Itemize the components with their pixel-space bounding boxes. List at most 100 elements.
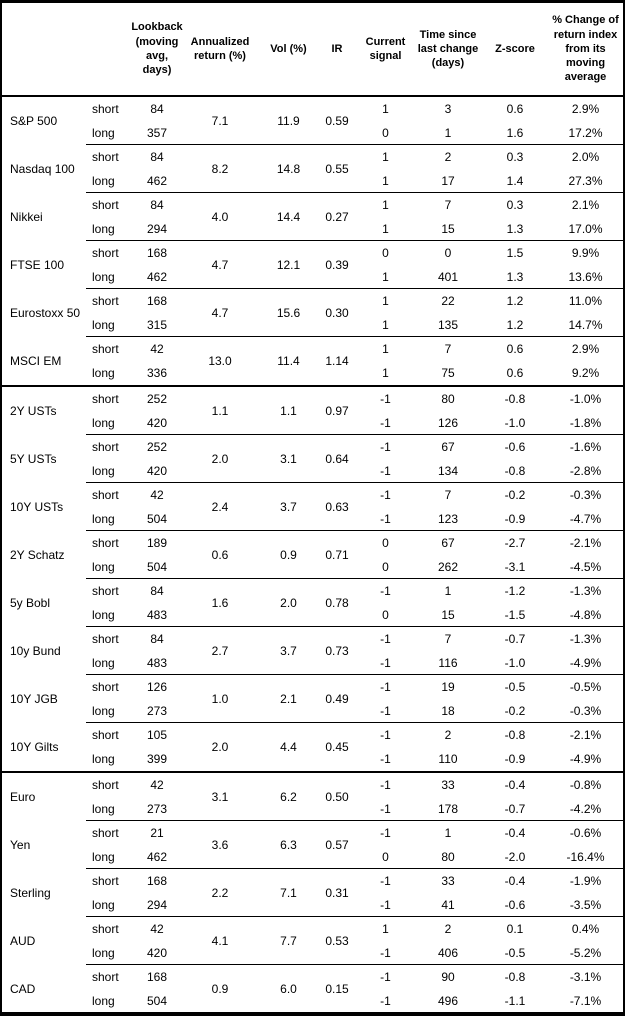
ir-value: 0.53: [325, 934, 349, 948]
time-since-value: 126: [437, 416, 459, 430]
asset-group: 10Y USTs 2.4 3.7 0.63 short 42 -1 7 -0.2 -0.3% lon…: [2, 483, 623, 531]
ir-value: 0.64: [325, 452, 349, 466]
vol-value: 12.1: [276, 258, 301, 272]
z-score-value: -0.4: [504, 778, 526, 792]
horizon-label: long: [92, 512, 115, 526]
horizon-label: long: [92, 416, 115, 430]
lookback-value: 252: [146, 392, 168, 406]
vol-value: 11.4: [277, 354, 300, 368]
pct-change-value: -3.1%: [569, 970, 602, 984]
horizon-label: long: [92, 270, 115, 284]
z-score-value: -0.6: [504, 898, 526, 912]
signal-value: -1: [380, 632, 391, 646]
horizon-label: long: [92, 318, 115, 332]
signal-value: 1: [382, 150, 389, 164]
vol-value: 15.6: [276, 306, 301, 320]
ir-value: 1.14: [325, 354, 349, 368]
lookback-value: 504: [146, 512, 168, 526]
ir-value: 0.55: [325, 162, 349, 176]
lookback-value: 168: [146, 970, 168, 984]
pct-change-value: 9.2%: [571, 366, 600, 380]
vol-value: 14.4: [276, 210, 301, 224]
annualized-return-value: 3.1: [211, 790, 229, 804]
lookback-value: 315: [146, 318, 168, 332]
lookback-value: 483: [146, 656, 168, 670]
asset-name-label: Yen: [10, 838, 31, 852]
asset-group: 10Y JGB 1.0 2.1 0.49 short 126 -1 19 -0.5 -0.5% lo…: [2, 675, 623, 723]
pct-change-value: -4.9%: [569, 656, 602, 670]
annualized-return-value: 7.1: [211, 114, 229, 128]
annualized-return-value: 0.9: [211, 982, 229, 996]
asset-group: Nikkei 4.0 14.4 0.27 short 84 1 7 0.3 2.1% long 294…: [2, 193, 623, 241]
z-score-value: 1.6: [506, 126, 524, 140]
time-since-value: 7: [444, 488, 452, 502]
horizon-label: short: [92, 826, 119, 840]
asset-name-label: 10Y Gilts: [10, 740, 59, 754]
annualized-return-value: 4.1: [211, 934, 229, 948]
signal-value: -1: [380, 416, 391, 430]
time-since-value: 401: [437, 270, 459, 284]
horizon-label: short: [92, 874, 119, 888]
z-score-value: -0.5: [504, 946, 526, 960]
lookback-value: 462: [146, 270, 168, 284]
pct-change-value: -1.9%: [569, 874, 602, 888]
horizon-label: short: [92, 680, 119, 694]
lookback-value: 336: [146, 366, 168, 380]
signal-value: -1: [380, 874, 391, 888]
annualized-return-value: 8.2: [211, 162, 229, 176]
annualized-return-value: 0.6: [211, 548, 229, 562]
annualized-return-value: 2.2: [211, 886, 229, 900]
horizon-label: short: [92, 488, 119, 502]
pct-change-value: -1.0%: [569, 392, 602, 406]
time-since-value: 135: [437, 318, 459, 332]
lookback-value: 273: [146, 802, 168, 816]
lookback-value: 294: [146, 222, 168, 236]
annualized-return-value: 4.7: [211, 258, 229, 272]
lookback-value: 84: [150, 198, 164, 212]
z-score-value: -0.4: [504, 874, 526, 888]
pct-change-value: -2.1%: [569, 536, 602, 550]
annualized-return-value: 4.0: [211, 210, 229, 224]
ir-value: 0.78: [325, 596, 349, 610]
pct-change-value: -1.3%: [569, 632, 602, 646]
pct-change-value: -7.1%: [569, 994, 602, 1008]
lookback-value: 420: [146, 464, 168, 478]
asset-group: CAD 0.9 6.0 0.15 short 168 -1 90 -0.8 -3.1% long 50…: [2, 965, 623, 1012]
pct-change-value: 17.0%: [568, 222, 603, 236]
annualized-return-value: 1.1: [211, 404, 229, 418]
lookback-value: 399: [146, 752, 168, 766]
ir-value: 0.57: [325, 838, 349, 852]
horizon-label: long: [92, 366, 115, 380]
horizon-label: short: [92, 198, 119, 212]
vol-value: 2.0: [280, 596, 297, 610]
vol-value: 4.4: [280, 740, 297, 754]
time-since-value: 1: [444, 826, 452, 840]
header-vol: Vol (%): [270, 42, 307, 55]
pct-change-value: 2.9%: [571, 102, 600, 116]
vol-value: 2.1: [280, 692, 297, 706]
horizon-label: short: [92, 294, 119, 308]
time-since-value: 41: [441, 898, 455, 912]
time-since-value: 7: [444, 632, 452, 646]
pct-change-value: -0.6%: [569, 826, 602, 840]
signal-value: 0: [382, 560, 389, 574]
z-score-value: -0.8: [504, 728, 526, 742]
z-score-value: -1.0: [504, 416, 526, 430]
asset-group: 2Y Schatz 0.6 0.9 0.71 short 189 0 67 -2.7 -2.1% l…: [2, 531, 623, 579]
pct-change-value: -0.5%: [569, 680, 602, 694]
signal-value: 0: [382, 246, 389, 260]
asset-group: 5Y USTs 2.0 3.1 0.64 short 252 -1 67 -0.6 -1.6% lo…: [2, 435, 623, 483]
signal-value: -1: [380, 464, 391, 478]
lookback-value: 252: [146, 440, 168, 454]
vol-value: 1.1: [280, 404, 297, 418]
signal-value: -1: [380, 584, 391, 598]
ir-value: 0.63: [325, 500, 349, 514]
ir-value: 0.27: [325, 210, 349, 224]
time-since-value: 0: [444, 246, 452, 260]
z-score-value: -1.1: [504, 994, 526, 1008]
signal-value: -1: [380, 802, 391, 816]
ir-value: 0.97: [325, 404, 349, 418]
horizon-label: short: [92, 728, 119, 742]
asset-group: Yen 3.6 6.3 0.57 short 21 -1 1 -0.4 -0.6% long 462 0…: [2, 821, 623, 869]
table-body: S&P 500 7.1 11.9 0.59 short 84 1 3 0.6 2.9% long 35…: [2, 97, 623, 1012]
